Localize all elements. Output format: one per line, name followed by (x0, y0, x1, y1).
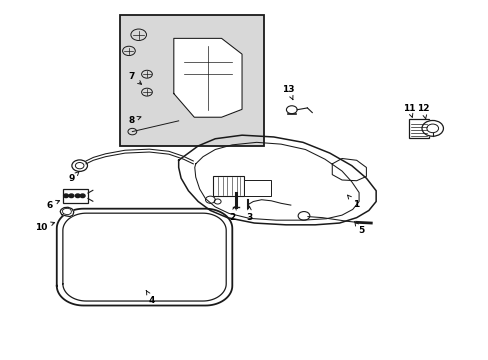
Circle shape (231, 200, 241, 207)
FancyBboxPatch shape (120, 15, 264, 146)
Text: 5: 5 (354, 221, 364, 235)
Text: 1: 1 (347, 195, 358, 209)
Bar (408, 119, 428, 138)
Circle shape (80, 194, 85, 198)
Text: 8: 8 (128, 116, 141, 125)
Polygon shape (60, 207, 74, 217)
Circle shape (75, 194, 80, 198)
Bar (62, 189, 88, 203)
Polygon shape (173, 39, 242, 117)
Bar (212, 176, 244, 196)
Circle shape (69, 194, 74, 198)
Text: 7: 7 (128, 72, 141, 84)
Text: 9: 9 (68, 171, 79, 184)
Text: 11: 11 (402, 104, 415, 117)
Bar (244, 180, 271, 196)
Text: 13: 13 (282, 85, 294, 100)
Circle shape (421, 121, 443, 136)
Text: 12: 12 (416, 104, 429, 119)
Polygon shape (178, 135, 375, 225)
Text: 2: 2 (229, 206, 236, 222)
Text: 6: 6 (46, 201, 60, 210)
Circle shape (63, 194, 68, 198)
Text: 4: 4 (146, 291, 155, 305)
Text: 10: 10 (35, 222, 55, 232)
Text: 3: 3 (246, 206, 252, 222)
